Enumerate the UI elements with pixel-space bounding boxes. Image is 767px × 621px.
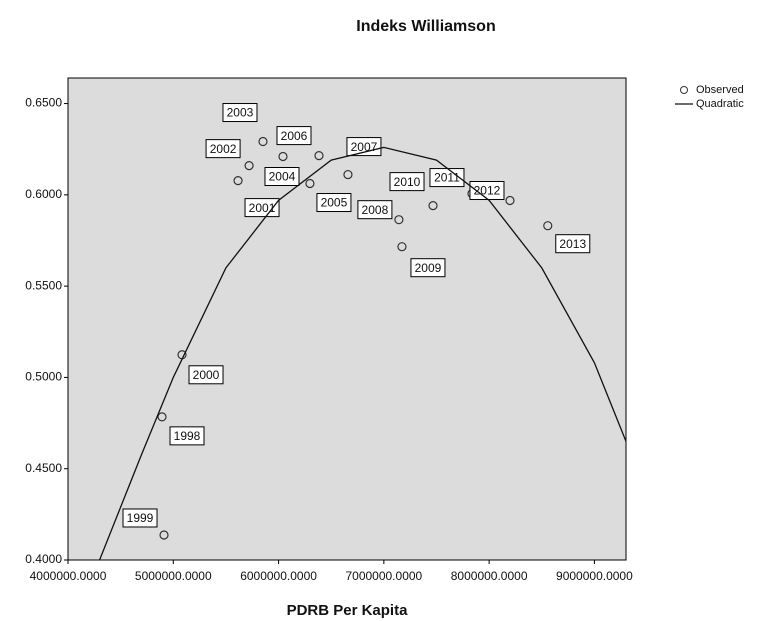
point-label: 2009	[410, 258, 446, 278]
label-box	[389, 172, 425, 192]
point-label: 2013	[555, 234, 591, 254]
label-box	[244, 198, 280, 218]
label-text: 2013	[559, 237, 586, 251]
label-text: 1999	[127, 511, 154, 525]
label-box	[316, 193, 352, 213]
y-tick-label: 0.4000	[25, 552, 62, 566]
point-label: 2002	[205, 139, 241, 159]
point	[343, 169, 353, 180]
label-box	[205, 139, 241, 159]
label-box	[122, 508, 158, 528]
label-text: 2011	[434, 171, 460, 185]
y-tick-label: 0.6500	[25, 96, 62, 110]
point-label: 2008	[357, 200, 393, 220]
label-text: 2010	[394, 175, 421, 189]
plot-area	[67, 77, 627, 561]
point	[397, 242, 407, 252]
label-text: 2003	[227, 106, 254, 120]
label-box	[555, 234, 591, 254]
label-box	[276, 126, 312, 146]
label-text: 2009	[415, 261, 442, 275]
point-label: 2007	[346, 137, 382, 157]
label-box	[469, 181, 505, 201]
point-label: 1999	[122, 508, 158, 528]
point	[159, 530, 169, 540]
x-tick-label: 5000000.0000	[135, 569, 212, 583]
point-label: 2005	[316, 193, 352, 213]
point-label: 2004	[264, 167, 300, 187]
point	[543, 221, 553, 231]
point	[157, 412, 167, 422]
point-label: 1998	[169, 426, 205, 446]
point	[305, 178, 315, 189]
label-text: 2012	[474, 184, 501, 198]
y-tick-label: 0.5000	[25, 370, 62, 384]
x-tick-label: 6000000.0000	[240, 569, 317, 583]
x-tick-label: 8000000.0000	[451, 569, 528, 583]
label-box	[188, 365, 224, 385]
label-text: 2001	[249, 201, 276, 215]
label-box	[346, 137, 382, 157]
point	[244, 161, 254, 171]
y-tick-label: 0.4500	[25, 461, 62, 475]
label-box	[410, 258, 446, 278]
chart-title: Indeks Williamson	[356, 18, 495, 35]
point	[428, 201, 438, 211]
point	[233, 176, 243, 186]
label-text: 2006	[281, 129, 308, 143]
legend-symbol	[680, 86, 688, 94]
point	[394, 215, 404, 225]
label-text: 2004	[269, 170, 296, 184]
label-box	[222, 103, 258, 123]
label-text: 2008	[362, 203, 389, 217]
label-text: 2002	[210, 142, 237, 156]
label-text: 1998	[174, 429, 201, 443]
x-tick-label: 4000000.0000	[30, 569, 107, 583]
legend-label: Quadratic	[696, 98, 744, 110]
y-tick-label: 0.6000	[25, 187, 62, 201]
x-axis-label: PDRB Per Kapita	[287, 602, 409, 619]
y-tick-label: 0.5500	[25, 278, 62, 292]
point-label: 2003	[222, 103, 258, 123]
point-label: 2006	[276, 126, 312, 146]
point	[258, 136, 268, 147]
fit-curve	[98, 146, 627, 561]
legend-label: Observed	[696, 84, 744, 96]
x-tick-label: 9000000.0000	[556, 569, 633, 583]
x-tick-label: 7000000.0000	[345, 569, 422, 583]
point-label: 2012	[469, 181, 505, 201]
point	[314, 150, 324, 161]
point	[278, 151, 288, 162]
label-box	[264, 167, 300, 187]
point-label: 2010	[389, 172, 425, 192]
point	[505, 195, 515, 206]
point-label: 2001	[244, 198, 280, 218]
label-box	[357, 200, 393, 220]
label-text: 2000	[193, 368, 220, 382]
label-box	[169, 426, 205, 446]
point-label: 2000	[188, 365, 224, 385]
label-text: 2005	[321, 196, 348, 210]
